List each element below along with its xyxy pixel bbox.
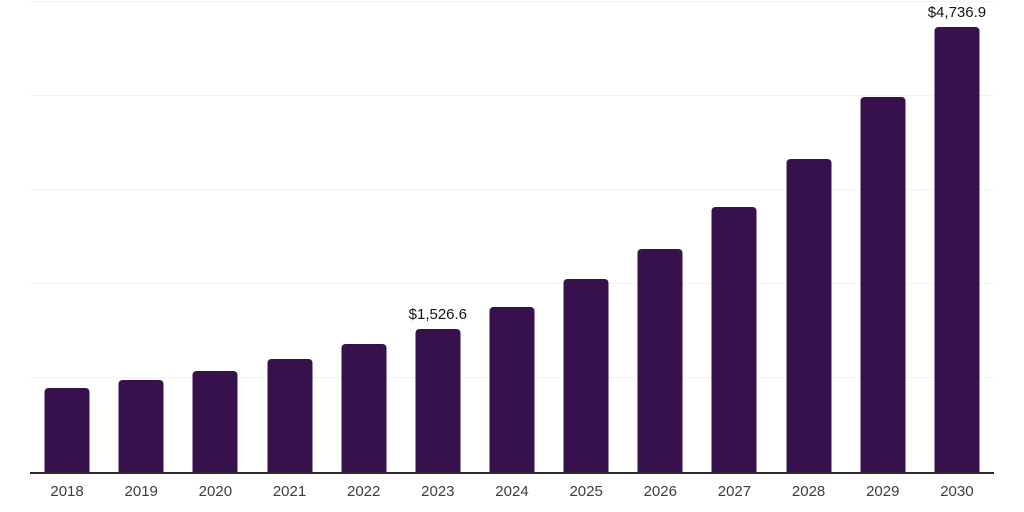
x-tick-label-2026: 2026 — [643, 483, 677, 500]
bar-2022 — [341, 344, 387, 472]
band-2021 — [252, 2, 326, 472]
plot-area: $1,526.6 $4,736.9 — [30, 1, 994, 474]
band-2020 — [178, 2, 252, 472]
gridline-5000 — [30, 1, 994, 2]
x-tick-label-2019: 2019 — [124, 483, 158, 500]
band-2025 — [549, 2, 623, 472]
bar-2024 — [489, 306, 535, 472]
x-tick-label-2029: 2029 — [866, 483, 900, 500]
x-tick-label-2018: 2018 — [50, 483, 84, 500]
bar-2021 — [267, 359, 313, 472]
band-2018 — [30, 2, 104, 472]
band-2019 — [104, 2, 178, 472]
x-tick-label-2024: 2024 — [495, 483, 529, 500]
x-tick-label-2030: 2030 — [940, 483, 974, 500]
x-axis-line — [30, 472, 994, 474]
x-tick-label-2025: 2025 — [569, 483, 603, 500]
band-2027 — [697, 2, 771, 472]
bar-2023 — [415, 328, 461, 472]
band-2028 — [772, 2, 846, 472]
band-2026 — [623, 2, 697, 472]
bar-2030 — [934, 26, 980, 472]
band-2024 — [475, 2, 549, 472]
bar-2026 — [637, 249, 683, 472]
bar-2018 — [44, 388, 90, 472]
data-label-2030: $4,736.9 — [927, 3, 987, 21]
x-axis-labels: 2018 2019 2020 2021 2022 2023 2024 2025 2026 2027… — [30, 476, 994, 506]
x-tick-label-2027: 2027 — [717, 483, 752, 500]
data-label-2023: $1,526.6 — [408, 305, 468, 323]
x-tick-label-2021: 2021 — [272, 483, 307, 500]
x-tick-label-2022: 2022 — [346, 483, 381, 500]
x-tick-label-2020: 2020 — [198, 483, 233, 500]
band-2030: $4,736.9 — [920, 2, 994, 472]
bar-2029 — [860, 97, 906, 472]
band-2029 — [846, 2, 920, 472]
band-2022 — [327, 2, 401, 472]
bar-2019 — [118, 380, 164, 472]
gridline-4000 — [30, 95, 994, 96]
bar-2027 — [711, 207, 757, 472]
band-2023: $1,526.6 — [401, 2, 475, 472]
x-tick-label-2028: 2028 — [791, 483, 826, 500]
bar-2025 — [563, 278, 609, 472]
gridline-3000 — [30, 189, 994, 190]
bar-2020 — [192, 371, 238, 472]
x-tick-label-2023: 2023 — [421, 483, 455, 500]
gridline-2000 — [30, 283, 994, 284]
bar-2028 — [786, 158, 832, 472]
